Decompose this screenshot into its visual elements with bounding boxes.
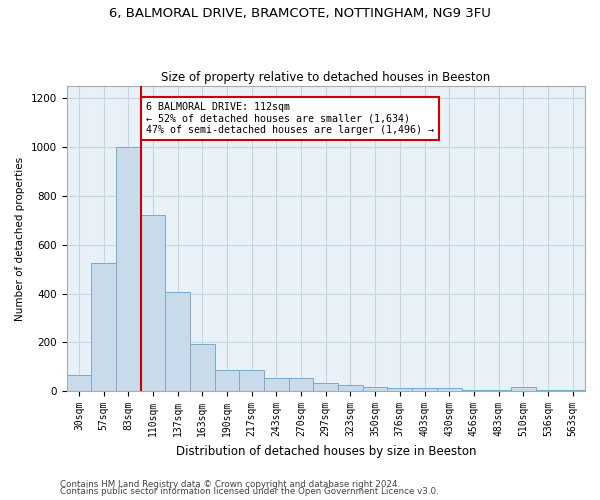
Text: 6, BALMORAL DRIVE, BRAMCOTE, NOTTINGHAM, NG9 3FU: 6, BALMORAL DRIVE, BRAMCOTE, NOTTINGHAM,… xyxy=(109,8,491,20)
Text: 6 BALMORAL DRIVE: 112sqm
← 52% of detached houses are smaller (1,634)
47% of sem: 6 BALMORAL DRIVE: 112sqm ← 52% of detach… xyxy=(146,102,434,135)
Bar xyxy=(461,390,486,391)
Bar xyxy=(388,388,412,391)
Bar xyxy=(536,390,560,391)
Bar xyxy=(116,147,140,391)
Text: Contains public sector information licensed under the Open Government Licence v3: Contains public sector information licen… xyxy=(60,487,439,496)
Y-axis label: Number of detached properties: Number of detached properties xyxy=(15,156,25,320)
Bar xyxy=(264,378,289,391)
Bar xyxy=(190,344,215,391)
Bar xyxy=(165,292,190,391)
Bar xyxy=(363,387,388,391)
X-axis label: Distribution of detached houses by size in Beeston: Distribution of detached houses by size … xyxy=(176,444,476,458)
Bar xyxy=(67,376,91,391)
Bar xyxy=(560,390,585,391)
Bar xyxy=(91,263,116,391)
Bar xyxy=(215,370,239,391)
Title: Size of property relative to detached houses in Beeston: Size of property relative to detached ho… xyxy=(161,70,490,84)
Bar xyxy=(412,388,437,391)
Bar xyxy=(338,385,363,391)
Bar xyxy=(239,370,264,391)
Bar xyxy=(511,387,536,391)
Text: Contains HM Land Registry data © Crown copyright and database right 2024.: Contains HM Land Registry data © Crown c… xyxy=(60,480,400,489)
Bar xyxy=(486,390,511,391)
Bar xyxy=(289,378,313,391)
Bar xyxy=(313,382,338,391)
Bar xyxy=(140,216,165,391)
Bar xyxy=(437,388,461,391)
